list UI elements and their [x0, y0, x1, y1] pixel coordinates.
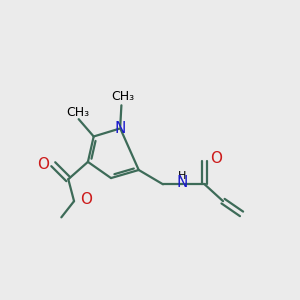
- Text: H: H: [178, 170, 186, 181]
- Text: N: N: [177, 175, 188, 190]
- Text: CH₃: CH₃: [111, 90, 134, 103]
- Text: O: O: [80, 192, 92, 207]
- Text: CH₃: CH₃: [66, 106, 89, 119]
- Text: O: O: [37, 157, 49, 172]
- Text: N: N: [115, 121, 126, 136]
- Text: O: O: [210, 151, 222, 166]
